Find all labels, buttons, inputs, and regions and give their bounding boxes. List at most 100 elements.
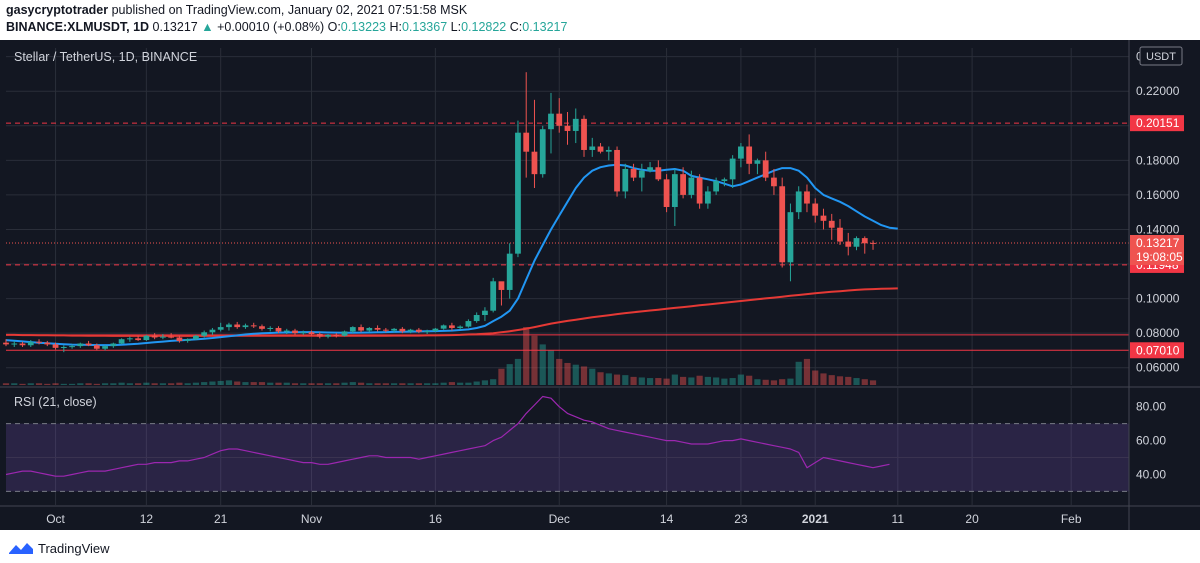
candle-body — [506, 253, 513, 290]
volume-bar — [234, 381, 241, 385]
candle-body — [713, 181, 720, 192]
price-tick-label: 0.16000 — [1136, 188, 1180, 202]
ohlc-legend: BINANCE:XLMUSDT, 1D 0.13217 ▲ +0.00010 (… — [6, 20, 567, 34]
volume-bar — [547, 350, 555, 385]
volume-bars — [2, 327, 877, 385]
volume-bar — [787, 378, 794, 385]
candle-body — [52, 344, 59, 348]
open-label: O: — [327, 20, 341, 34]
level-price-tag-box — [1130, 342, 1184, 359]
rsi-line — [5, 395, 890, 477]
candle-body — [250, 325, 257, 327]
candle-body — [605, 149, 612, 152]
volume-bar — [646, 378, 654, 385]
volume-bar — [126, 383, 133, 385]
candle-body — [193, 335, 199, 340]
volume-bar — [192, 382, 200, 385]
currency-badge[interactable]: USDT — [1139, 46, 1183, 66]
price-tick-label: 0.06000 — [1136, 361, 1180, 375]
low-label: L: — [450, 20, 462, 34]
candle-body — [415, 329, 422, 332]
candle-body — [292, 330, 298, 334]
volume-bar — [836, 376, 844, 385]
volume-bar — [44, 383, 51, 385]
volume-bar — [655, 378, 662, 385]
candle-body — [300, 332, 307, 334]
candle-body — [126, 338, 133, 340]
volume-bar — [159, 383, 166, 385]
volume-bar — [506, 364, 513, 385]
volume-bar — [77, 383, 84, 385]
currency-label: USDT — [1146, 51, 1176, 63]
volume-bar — [820, 373, 827, 385]
volume-bar — [382, 383, 389, 385]
volume-bar — [597, 372, 604, 385]
candles — [3, 72, 876, 353]
volume-bar — [275, 382, 282, 385]
candle-body — [102, 346, 108, 349]
time-tick-label: 12 — [140, 512, 154, 526]
tradingview-brand[interactable]: TradingView — [8, 539, 110, 557]
chart-canvas[interactable]: 0.060000.080000.100000.120000.140000.160… — [0, 40, 1200, 530]
price-tick-label: 0.18000 — [1136, 153, 1180, 167]
last-price-tag-box — [1130, 234, 1184, 265]
candle-body — [449, 325, 455, 328]
volume-bar — [622, 375, 629, 385]
candle-body — [316, 334, 323, 337]
candle-body — [523, 132, 530, 152]
volume-bar — [465, 382, 472, 385]
candle-body — [349, 327, 356, 332]
volume-bar — [440, 382, 447, 385]
volume-bar — [539, 344, 546, 385]
open-value: 0.13223 — [340, 20, 386, 34]
volume-bar — [35, 383, 43, 385]
author-name[interactable]: gasycryptotrader — [6, 3, 109, 17]
volume-bar — [316, 383, 323, 385]
volume-bar — [201, 382, 208, 385]
horizontal-levels[interactable] — [6, 122, 1129, 351]
volume-bar — [151, 383, 158, 385]
rsi-tick-label: 60.00 — [1136, 434, 1166, 448]
volume-bar — [638, 377, 645, 385]
candle-body — [630, 168, 637, 178]
candle-body — [663, 179, 670, 207]
volume-bar — [729, 378, 736, 385]
axis-labels: 0.060000.080000.100000.120000.140000.160… — [46, 50, 1179, 526]
time-tick-label: Dec — [549, 512, 570, 526]
candle-body — [159, 336, 166, 338]
candle-body — [325, 334, 331, 337]
fast-moving-average-line — [5, 163, 898, 347]
publication-header: gasycryptotrader published on TradingVie… — [0, 0, 1200, 40]
candle-body — [399, 328, 406, 332]
candle-body — [234, 324, 241, 328]
time-tick-label: 21 — [214, 512, 228, 526]
volume-bar — [845, 376, 852, 385]
candle-body — [36, 341, 42, 343]
candle-body — [358, 327, 364, 331]
candle-body — [762, 160, 769, 178]
candle-body — [424, 331, 431, 333]
candle-body — [275, 327, 282, 332]
candle-body — [870, 242, 876, 244]
volume-bar — [415, 383, 422, 385]
volume-bar — [630, 376, 637, 385]
rsi-bands — [6, 423, 1129, 492]
candle-body — [861, 238, 868, 244]
rsi-tick-label: 80.00 — [1136, 400, 1166, 414]
candle-body — [151, 335, 158, 338]
volume-bar — [110, 383, 117, 385]
time-tick-label: Oct — [46, 512, 65, 526]
volume-bar — [812, 370, 819, 385]
time-tick-label: Nov — [301, 512, 322, 526]
candle-body — [680, 174, 686, 195]
change-arrow-icon: ▲ — [201, 20, 214, 34]
candle-body — [688, 177, 695, 195]
candle-body — [440, 325, 447, 329]
candle-body — [374, 327, 381, 330]
candle-body — [457, 326, 464, 328]
chart-area[interactable]: 0.060000.080000.100000.120000.140000.160… — [0, 40, 1200, 530]
volume-bar — [432, 383, 439, 385]
candle-body — [209, 329, 216, 333]
candle-body — [531, 151, 538, 175]
